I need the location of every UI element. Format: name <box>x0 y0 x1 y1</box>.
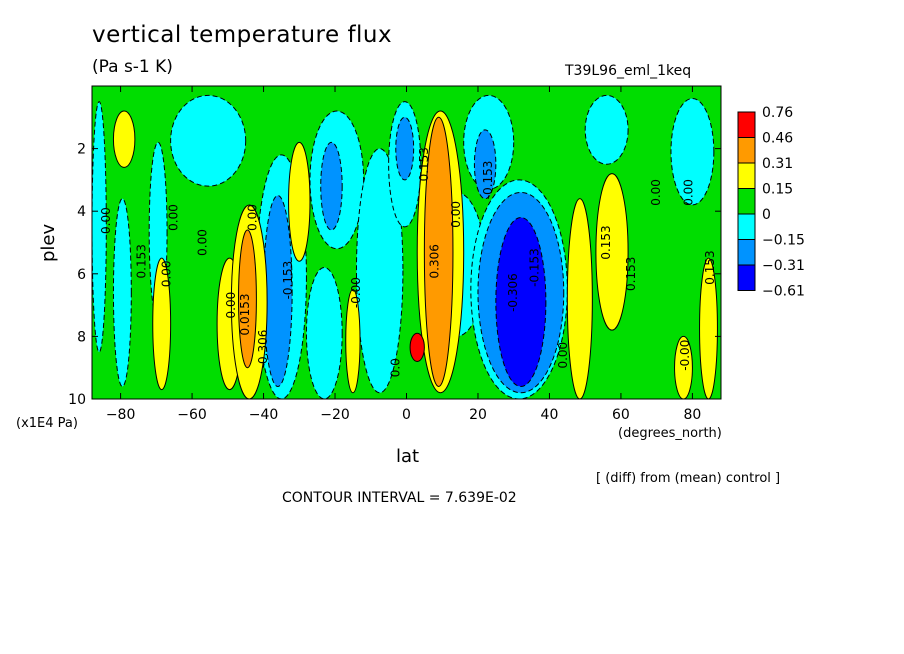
colorbar-label: 0 <box>762 207 771 223</box>
x-tick-label: −20 <box>320 407 350 423</box>
contour-region <box>112 110 136 168</box>
contour-label: 0.153 <box>135 244 149 278</box>
contour-region <box>670 98 715 206</box>
x-tick-label: 80 <box>683 407 701 423</box>
x-tick-label: −40 <box>249 407 279 423</box>
x-tick-label: 60 <box>612 407 630 423</box>
colorbar-label: −0.15 <box>762 233 805 249</box>
contour-label: 0.00 <box>556 342 570 369</box>
contour-labels: 0.000.1530.000.000.000.000.000.0153-0.30… <box>99 147 717 377</box>
contour-label: -0.00 <box>349 277 363 308</box>
x-axis: −80 −60 −40 −20 0 20 40 60 80 <box>106 86 701 423</box>
contour-region <box>152 257 172 391</box>
contour-label: -0.153 <box>528 248 542 287</box>
contour-label: 0.00 <box>160 260 174 287</box>
colorbar-swatch <box>737 239 756 266</box>
contour-fills <box>92 94 718 399</box>
contour-region <box>288 141 311 262</box>
contour-region <box>699 257 718 399</box>
colorbar-label: 0.31 <box>762 156 793 172</box>
contour-label: 0.153 <box>599 225 613 259</box>
y-tick-label: 2 <box>77 142 86 158</box>
y-axis-label: plev <box>38 223 59 262</box>
contour-label: 0.00 <box>681 179 695 206</box>
chart-title: vertical temperature flux <box>92 22 393 48</box>
contour-region <box>595 173 629 331</box>
x-tick-label: −60 <box>177 407 207 423</box>
contour-label: 0.00 <box>245 204 259 231</box>
contour-label: -0.306 <box>506 273 520 312</box>
diff-note: [ (diff) from (mean) control ] <box>596 471 781 486</box>
y-axis-units: (x1E4 Pa) <box>16 416 78 431</box>
contour-label: -0.00 <box>678 340 692 371</box>
contour-region <box>320 141 343 231</box>
contour-region <box>345 288 361 394</box>
contour-label: 0.00 <box>649 179 663 206</box>
contour-label: 0.153 <box>624 257 638 291</box>
contour-label: 0.153 <box>703 250 717 284</box>
contour-region <box>305 267 343 399</box>
contour-region <box>355 148 404 394</box>
contour-label: 0.00 <box>99 207 113 234</box>
y-axis: 2 4 6 8 10 <box>68 142 721 408</box>
run-name: T39L96_eml_1keq <box>565 63 692 79</box>
colorbar-swatch <box>737 111 756 138</box>
contour-region <box>566 198 593 399</box>
x-axis-label: lat <box>396 446 420 467</box>
contour-interval: CONTOUR INTERVAL = 7.639E-02 <box>282 490 517 506</box>
contour-region <box>409 332 425 362</box>
contour-region <box>395 116 415 181</box>
colorbar-label: 0.15 <box>762 182 793 198</box>
x-tick-label: 40 <box>541 407 559 423</box>
contour-region <box>112 198 132 387</box>
contour-region <box>92 101 107 353</box>
contour-label: 0.00 <box>167 204 181 231</box>
contour-region <box>584 94 629 165</box>
contour-region <box>170 94 247 187</box>
contour-label: 0.153 <box>417 147 431 181</box>
x-tick-label: −80 <box>106 407 136 423</box>
x-tick-label: 20 <box>469 407 487 423</box>
x-tick-label: 0 <box>402 407 411 423</box>
x-axis-units: (degrees_north) <box>618 426 722 441</box>
contour-region <box>473 129 497 200</box>
contour-label: 0.00 <box>449 201 463 228</box>
contour-label: 0.0 <box>388 358 402 377</box>
colorbar-swatch <box>737 188 756 215</box>
colorbar-swatch <box>737 213 756 240</box>
y-tick-label: 8 <box>77 329 86 345</box>
colorbar-swatch <box>737 162 756 189</box>
colorbar: 0.76 0.46 0.31 0.15 0 −0.15 −0.31 −0.61 <box>737 105 805 300</box>
colorbar-swatch <box>737 264 756 291</box>
contour-label: 0.00 <box>224 292 238 319</box>
y-tick-label: 10 <box>68 392 86 408</box>
colorbar-label: −0.31 <box>762 258 805 274</box>
colorbar-label: 0.46 <box>762 131 793 147</box>
chart-units: (Pa s-1 K) <box>92 57 173 77</box>
contour-label: -0.306 <box>256 330 270 369</box>
colorbar-label: −0.61 <box>762 284 805 300</box>
contour-label: -0.153 <box>481 161 495 200</box>
colorbar-swatch <box>737 137 756 164</box>
contour-region <box>495 216 547 387</box>
contour-label: 0.0153 <box>238 293 252 335</box>
contour-label: -0.153 <box>281 261 295 300</box>
contour-region <box>238 229 257 369</box>
y-tick-label: 4 <box>77 204 86 220</box>
contour-label: 0.00 <box>195 229 209 256</box>
contour-region <box>423 116 454 387</box>
contour-label: 0.306 <box>428 244 442 278</box>
contour-region <box>674 335 693 399</box>
colorbar-label: 0.76 <box>762 105 793 121</box>
y-tick-label: 6 <box>77 267 86 283</box>
